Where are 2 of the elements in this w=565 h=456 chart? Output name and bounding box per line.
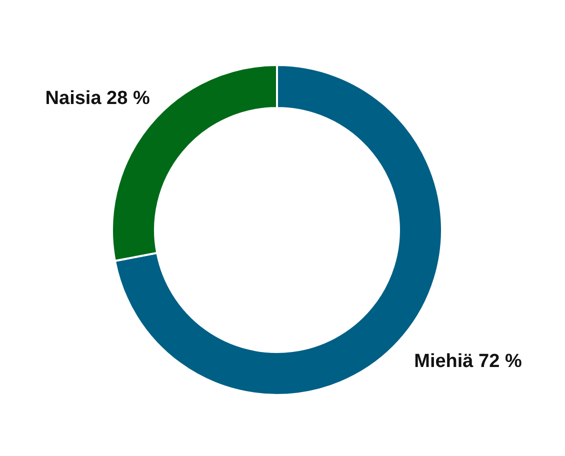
slice-label: Miehiä 72 % bbox=[414, 350, 522, 372]
slice-label: Naisia 28 % bbox=[45, 88, 150, 110]
